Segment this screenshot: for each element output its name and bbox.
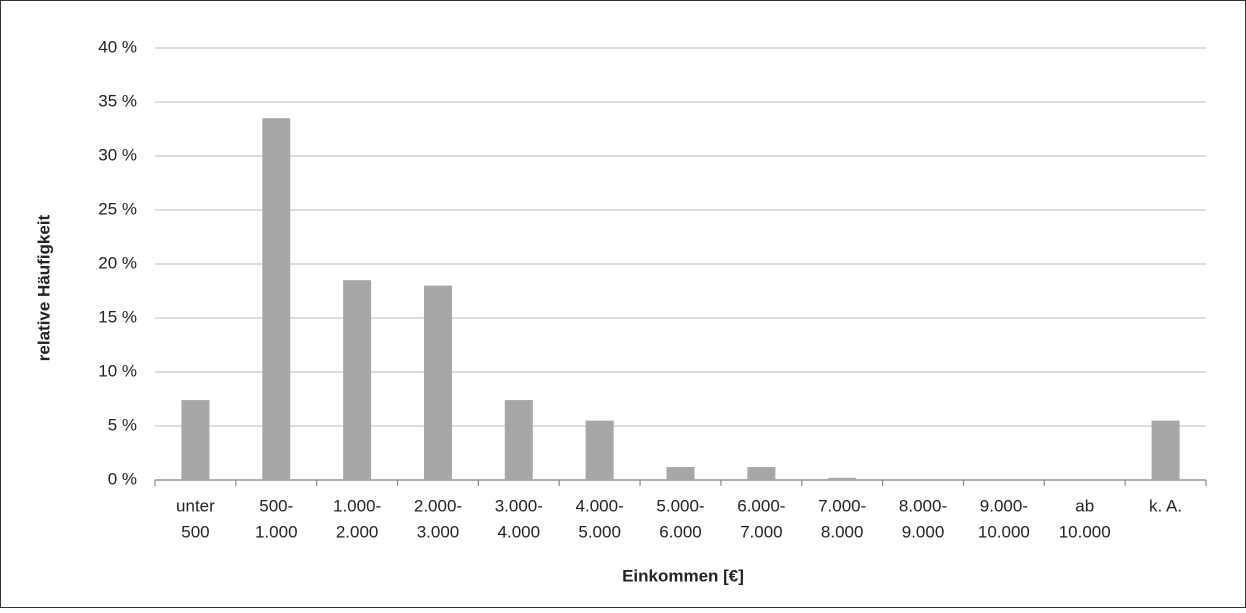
bar [585,420,614,480]
bar [747,467,776,480]
x-tick-label: 7.000- [818,496,866,515]
x-tick-label: k. A. [1149,496,1182,515]
y-tick-label: 40 % [98,37,137,56]
y-axis-title: relative Häufigkeit [34,214,53,361]
x-tick-label: 1.000 [255,522,298,541]
x-tick-label: 4.000- [576,496,624,515]
bar [828,477,857,480]
y-tick-label: 35 % [98,91,137,110]
bar [423,285,452,480]
x-tick-label: 8.000- [899,496,947,515]
x-tick-label: unter [176,496,215,515]
x-tick-label: 1.000- [333,496,381,515]
bar [181,400,210,480]
bar [262,118,291,480]
bar [504,400,533,480]
bar [1151,420,1180,480]
x-tick-label: 6.000 [659,522,702,541]
x-axis-title: Einkommen [€] [622,566,744,585]
y-tick-label: 20 % [98,253,137,272]
x-tick-label: 8.000 [821,522,864,541]
x-tick-label: 3.000 [417,522,460,541]
bar [666,467,695,480]
x-tick-label: 10.000 [1059,522,1111,541]
x-tick-label: 500 [181,522,209,541]
x-tick-label: 7.000 [740,522,783,541]
x-tick-label: 4.000 [498,522,541,541]
bar [343,280,372,480]
x-tick-label: 6.000- [737,496,785,515]
x-tick-label: ab [1075,496,1094,515]
x-tick-label: 5.000 [578,522,621,541]
y-tick-label: 0 % [108,469,137,488]
x-tick-label: 5.000- [656,496,704,515]
x-tick-label: 500- [259,496,293,515]
y-tick-label: 15 % [98,307,137,326]
x-tick-label: 2.000 [336,522,379,541]
x-tick-label: 9.000 [902,522,945,541]
y-tick-label: 10 % [98,361,137,380]
x-tick-label: 2.000- [414,496,462,515]
y-tick-label: 25 % [98,199,137,218]
x-tick-label: 9.000- [980,496,1028,515]
x-tick-label: 10.000 [978,522,1030,541]
y-tick-label: 30 % [98,145,137,164]
y-tick-label: 5 % [108,415,137,434]
x-tick-label: 3.000- [495,496,543,515]
